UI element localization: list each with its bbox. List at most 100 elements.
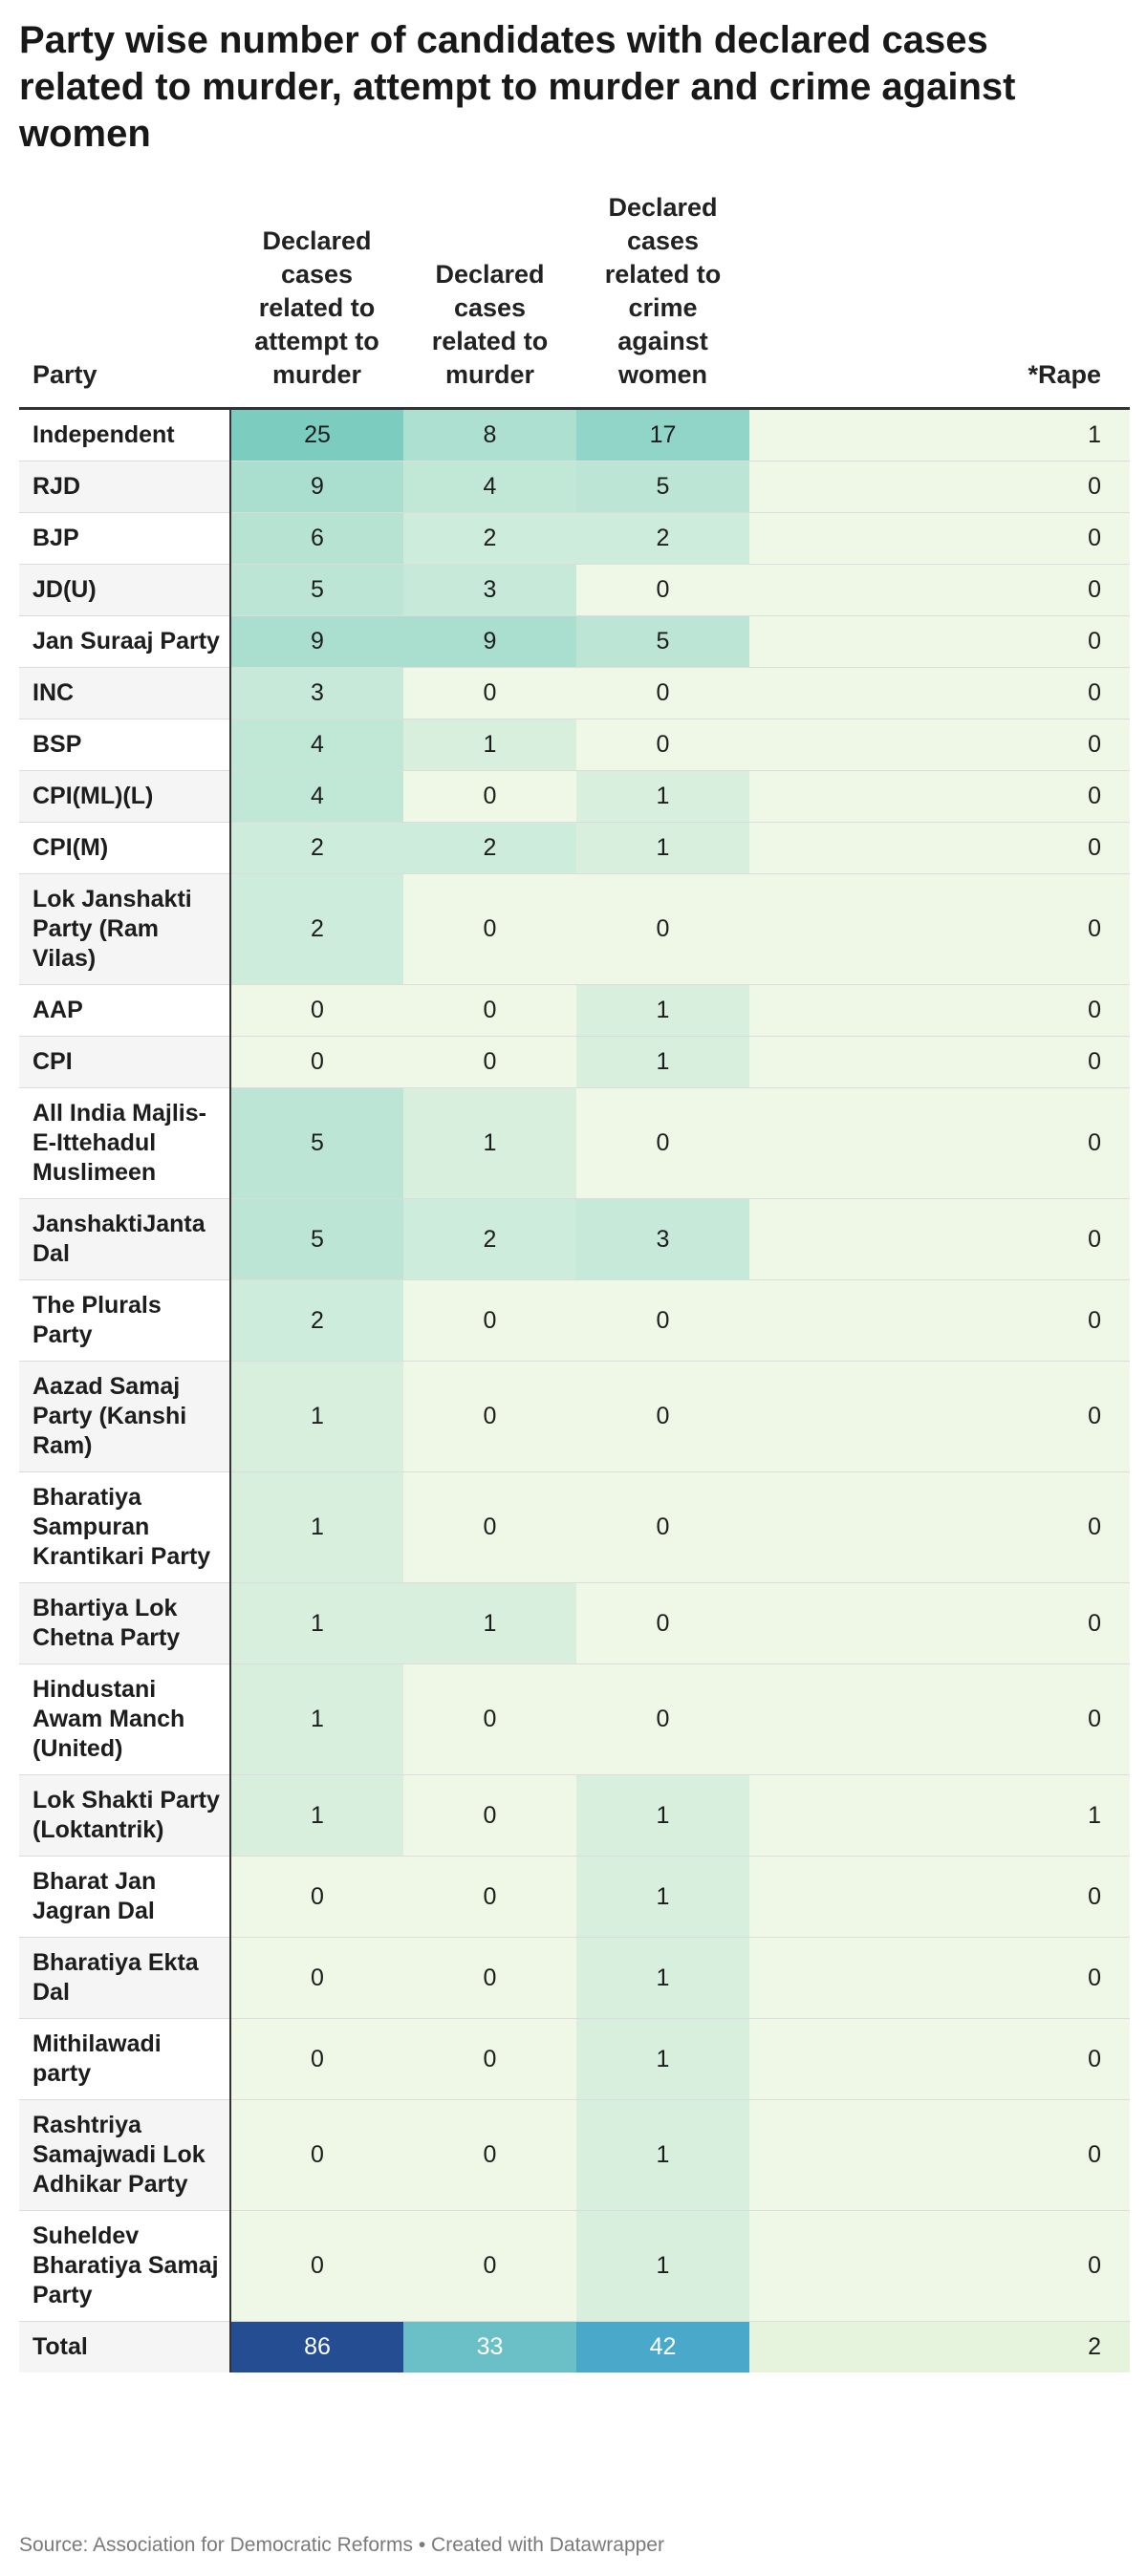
murder-cell: 8 [403,408,576,462]
attempt-cell: 4 [230,770,403,823]
attempt-cell: 5 [230,1087,403,1199]
murder-cell: 0 [403,770,576,823]
party-name-cell: INC [19,667,231,719]
attempt-cell: 1 [230,1774,403,1857]
column-header-murder: Declared cases related to murder [403,191,576,410]
murder-cell: 2 [403,822,576,874]
attempt-cell: 25 [230,408,403,462]
party-name-cell: Suheldev Bharatiya Samaj Party [19,2210,231,2322]
party-name-cell: BSP [19,719,231,771]
table-row: Bharatiya Sampuran Krantikari Party 1 0 0 0 [19,1471,1130,1583]
table-row: Suheldev Bharatiya Samaj Party 0 0 1 0 [19,2210,1130,2322]
table-row: Independent 25 8 17 1 [19,408,1130,462]
rape-cell: 0 [749,2210,1130,2322]
attempt-cell: 9 [230,615,403,668]
table-row: AAP 0 0 1 0 [19,984,1130,1037]
rape-cell: 0 [749,1937,1130,2019]
women-cell: 1 [576,1774,749,1857]
murder-cell: 0 [403,1471,576,1583]
party-name-cell: CPI [19,1036,231,1088]
murder-cell: 0 [403,1937,576,2019]
murder-cell: 0 [403,2018,576,2100]
table-row: JD(U) 5 3 0 0 [19,564,1130,616]
rape-cell: 0 [749,1664,1130,1775]
table-row: Lok Shakti Party (Loktantrik) 1 0 1 1 [19,1774,1130,1857]
rape-cell: 0 [749,1198,1130,1280]
party-name-cell: Lok Shakti Party (Loktantrik) [19,1774,231,1857]
attempt-cell: 5 [230,564,403,616]
total-row: Total 86 33 42 2 [19,2321,1130,2372]
attempt-cell: 3 [230,667,403,719]
attempt-cell: 4 [230,719,403,771]
women-cell: 0 [576,1471,749,1583]
party-name-cell: Jan Suraaj Party [19,615,231,668]
rape-cell: 0 [749,770,1130,823]
party-name-cell: JanshaktiJanta Dal [19,1198,231,1280]
data-table: Party Declared cases related to attempt … [19,191,1130,2372]
party-name-cell: Bharatiya Sampuran Krantikari Party [19,1471,231,1583]
women-cell: 0 [576,1664,749,1775]
party-name-cell: Mithilawadi party [19,2018,231,2100]
rape-cell: 0 [749,1471,1130,1583]
total-label-cell: Total [19,2321,231,2372]
attempt-cell: 0 [230,1856,403,1938]
attempt-cell: 2 [230,1279,403,1362]
murder-cell: 0 [403,2099,576,2211]
attempt-cell: 1 [230,1471,403,1583]
party-name-cell: Aazad Samaj Party (Kanshi Ram) [19,1361,231,1472]
rape-cell: 0 [749,1279,1130,1362]
rape-cell: 0 [749,2018,1130,2100]
column-header-party: Party [19,191,230,410]
table-row: All India Majlis-E-Ittehadul Muslimeen 5 1… [19,1087,1130,1199]
chart-title: Party wise number of candidates with dec… [19,19,1016,155]
attempt-cell: 0 [230,2018,403,2100]
attempt-cell: 0 [230,1937,403,2019]
table-row: BJP 6 2 2 0 [19,512,1130,565]
rape-cell: 0 [749,1361,1130,1472]
rape-cell: 0 [749,1856,1130,1938]
women-cell: 0 [576,1361,749,1472]
party-name-cell: Independent [19,408,231,462]
attempt-cell: 0 [230,1036,403,1088]
table-row: JanshaktiJanta Dal 5 2 3 0 [19,1198,1130,1280]
murder-cell: 0 [403,1664,576,1775]
attempt-cell: 2 [230,873,403,985]
table-row: Hindustani Awam Manch (United) 1 0 0 0 [19,1664,1130,1775]
party-name-cell: The Plurals Party [19,1279,231,1362]
women-cell: 1 [576,984,749,1037]
rape-cell: 0 [749,667,1130,719]
attempt-cell: 9 [230,461,403,513]
attempt-cell: 0 [230,984,403,1037]
murder-cell: 0 [403,1036,576,1088]
rape-cell: 0 [749,615,1130,668]
party-name-cell: Bhartiya Lok Chetna Party [19,1582,231,1664]
women-cell: 2 [576,512,749,565]
table-header-row: Party Declared cases related to attempt … [19,191,1130,410]
murder-cell: 0 [403,2210,576,2322]
party-name-cell: All India Majlis-E-Ittehadul Muslimeen [19,1087,231,1199]
party-name-cell: JD(U) [19,564,231,616]
table-row: Mithilawadi party 0 0 1 0 [19,2018,1130,2100]
party-name-cell: Bharat Jan Jagran Dal [19,1856,231,1938]
rape-cell: 0 [749,564,1130,616]
attempt-cell: 6 [230,512,403,565]
women-cell: 0 [576,564,749,616]
women-cell: 1 [576,770,749,823]
murder-cell: 1 [403,1582,576,1664]
party-name-cell: Bharatiya Ekta Dal [19,1937,231,2019]
table-row: Bharatiya Ekta Dal 0 0 1 0 [19,1937,1130,2019]
footer: Source: Association for Democratic Refor… [19,2534,664,2557]
table-row: INC 3 0 0 0 [19,667,1130,719]
party-name-cell: Hindustani Awam Manch (United) [19,1664,231,1775]
table-row: RJD 9 4 5 0 [19,461,1130,513]
women-cell: 0 [576,719,749,771]
rape-cell: 0 [749,2099,1130,2211]
murder-cell: 0 [403,667,576,719]
table-body: Independent 25 8 17 1 RJD 9 4 5 0 BJP 6 2 2 0 JD(U) 5 3 0 0… [19,408,1130,2372]
column-header-crime-against-women: Declared cases related to crime against … [576,191,749,410]
table-row: CPI(M) 2 2 1 0 [19,822,1130,874]
women-cell: 0 [576,667,749,719]
party-name-cell: CPI(ML)(L) [19,770,231,823]
murder-cell: 0 [403,1279,576,1362]
